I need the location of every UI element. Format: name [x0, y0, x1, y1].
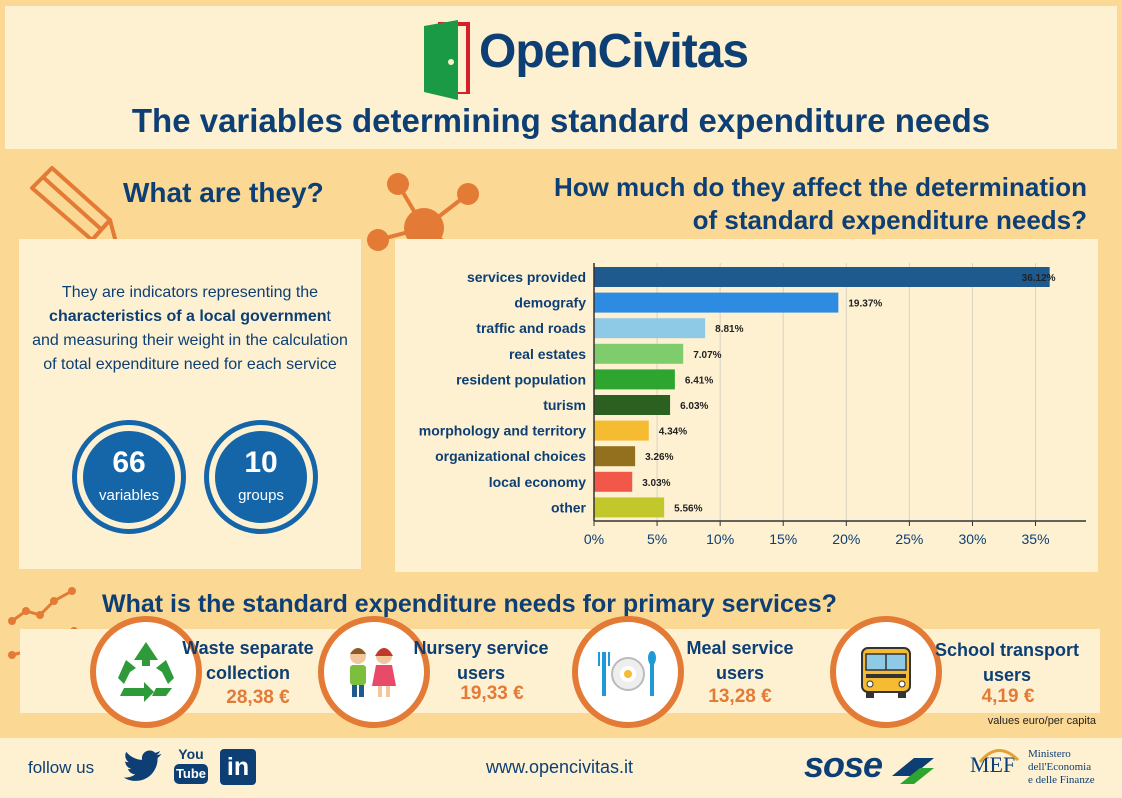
service-meal-name: Meal service users	[686, 638, 794, 683]
what-description: They are indicators representing the cha…	[32, 284, 348, 373]
service-waste-name: Waste separate collection	[182, 638, 314, 683]
data-label: 4.34%	[659, 427, 687, 438]
data-label: 8.81%	[715, 324, 743, 335]
how-heading: How much do they affect the determinatio…	[553, 172, 1087, 235]
category-label: demografy	[514, 295, 586, 311]
bar	[594, 420, 649, 441]
sose-logo: sose	[804, 744, 883, 785]
values-note: values euro/per capita	[987, 715, 1096, 727]
stat-variables-label: variables	[98, 487, 160, 504]
bar	[594, 395, 671, 415]
data-label: 3.03%	[642, 478, 670, 489]
what-heading: What are they?	[123, 177, 324, 208]
website-link[interactable]: www.opencivitas.it	[486, 757, 634, 777]
bar	[594, 318, 706, 339]
data-label: 6.03%	[680, 401, 708, 412]
x-tick-label: 10%	[706, 531, 734, 547]
bar	[594, 292, 839, 313]
linkedin-icon[interactable]: in	[220, 749, 256, 785]
twitter-icon[interactable]	[124, 750, 162, 782]
data-label: 19.37%	[848, 299, 882, 310]
children-icon	[350, 648, 396, 697]
category-label: other	[551, 499, 587, 515]
header-panel: OpenCivitas The variables determining st…	[5, 6, 1117, 149]
bar	[594, 446, 636, 467]
x-tick-label: 20%	[832, 531, 860, 547]
category-label: local economy	[489, 474, 586, 490]
brand-name: OpenCivitas	[479, 25, 749, 78]
category-label: traffic and roads	[476, 320, 586, 336]
bar	[594, 497, 665, 518]
what-panel: They are indicators representing the cha…	[19, 239, 361, 569]
youtube-icon[interactable]: You Tube	[174, 746, 208, 788]
bar	[594, 369, 675, 390]
category-label: resident population	[456, 371, 586, 387]
services-heading: What is the standard expenditure needs f…	[102, 590, 837, 618]
chart-panel: services provided 36.12% demografy 19.37% tr…	[395, 239, 1098, 572]
x-tick-label: 35%	[1022, 531, 1050, 547]
data-label: 7.07%	[693, 350, 721, 361]
service-transport-value: 4,19 €	[981, 686, 1035, 707]
category-label: morphology and territory	[419, 423, 586, 439]
stat-groups-label: groups	[238, 487, 284, 504]
category-label: services provided	[467, 269, 586, 285]
x-tick-label: 30%	[958, 531, 986, 547]
service-nursery-circle	[318, 616, 430, 728]
x-tick-label: 5%	[647, 531, 667, 547]
ministry-name: Ministero dell'Economia e delle Finanze	[1028, 748, 1095, 786]
service-meal-circle	[572, 616, 684, 728]
service-nursery-name: Nursery service users	[413, 638, 549, 683]
service-nursery-value: 19,33 €	[460, 683, 524, 704]
mef-logo: MEF	[970, 752, 1016, 777]
data-label: 6.41%	[685, 375, 713, 386]
bar-chart: services provided 36.12% demografy 19.37% tr…	[419, 263, 1086, 547]
service-meal-value: 13,28 €	[708, 686, 772, 707]
footer: follow us You Tube in www.opencivitas.it…	[0, 734, 1122, 798]
bar	[594, 471, 633, 492]
x-tick-label: 25%	[895, 531, 923, 547]
category-label: turism	[543, 397, 586, 413]
category-label: organizational choices	[435, 448, 586, 464]
category-label: real estates	[509, 346, 586, 362]
service-waste-circle	[90, 616, 202, 728]
x-tick-label: 0%	[584, 531, 604, 547]
mef-arc-icon	[978, 749, 1020, 763]
service-transport-circle	[830, 616, 942, 728]
stat-variables: 66 variables	[77, 425, 181, 529]
meal-icon	[598, 651, 656, 696]
follow-us-label: follow us	[28, 758, 95, 777]
stat-groups: 10 groups	[209, 425, 313, 529]
data-label: 36.12%	[1022, 273, 1056, 284]
door-logo-icon	[424, 20, 470, 100]
sose-mark-icon	[892, 758, 934, 784]
bus-icon	[861, 647, 911, 698]
x-tick-label: 15%	[769, 531, 797, 547]
data-label: 5.56%	[674, 503, 702, 514]
service-waste-value: 28,38 €	[226, 687, 290, 708]
recycle-icon	[118, 642, 174, 702]
data-label: 3.26%	[645, 452, 673, 463]
bar	[594, 267, 1050, 287]
stat-groups-value: 10	[244, 446, 278, 479]
bar	[594, 343, 684, 364]
service-transport-name: School transport users	[934, 640, 1079, 685]
stat-variables-value: 66	[112, 446, 146, 479]
page-title: The variables determining standard expen…	[131, 102, 991, 139]
